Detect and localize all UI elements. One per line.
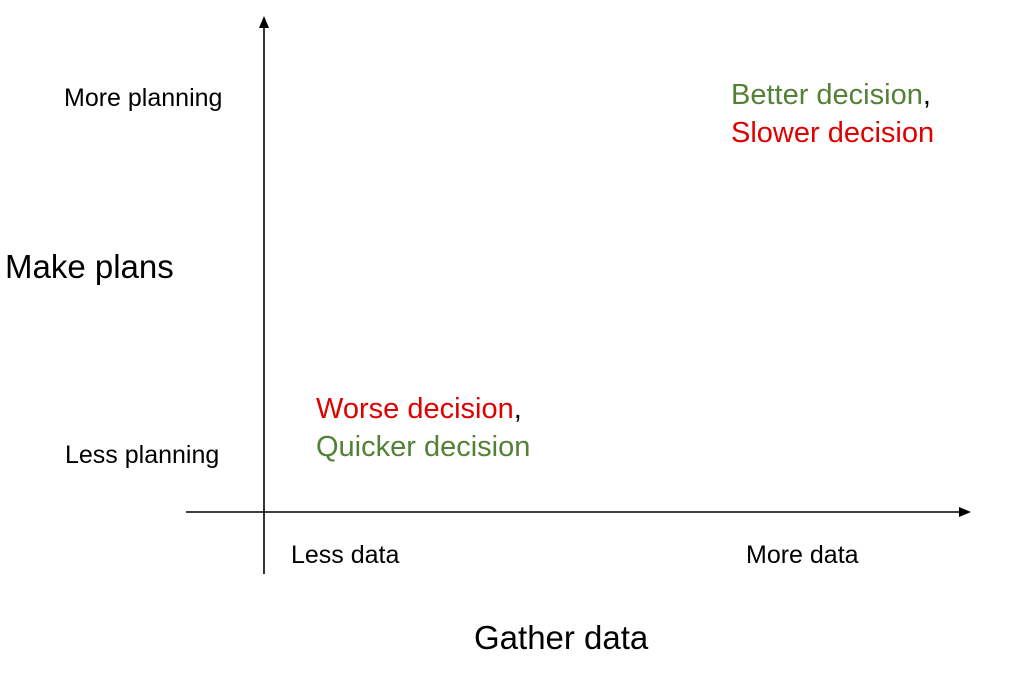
y-axis-title: Make plans <box>5 248 174 285</box>
slower-decision-text: Slower decision <box>731 117 935 149</box>
y-low-label: Less planning <box>65 441 220 469</box>
top-right-line-1: Better decision, <box>731 76 934 114</box>
bottom-left-line-1: Worse decision, <box>316 390 530 428</box>
x-axis-title: Gather data <box>474 619 649 656</box>
bottom-left-quadrant-note: Worse decision, Quicker decision <box>316 390 530 466</box>
x-axis-arrow-icon <box>959 507 971 517</box>
x-high-label: More data <box>746 541 859 569</box>
top-right-quadrant-note: Better decision, Slower decision <box>731 76 934 152</box>
better-decision-text: Better decision <box>731 79 923 111</box>
y-high-label: More planning <box>64 84 223 112</box>
top-right-line-2: Slower decision <box>731 114 934 152</box>
separator-comma: , <box>922 79 931 111</box>
bottom-left-line-2: Quicker decision <box>316 428 530 466</box>
quicker-decision-text: Quicker decision <box>316 431 531 463</box>
x-low-label: Less data <box>291 541 400 569</box>
y-axis-arrow-icon <box>259 16 269 28</box>
separator-comma: , <box>513 393 522 425</box>
worse-decision-text: Worse decision <box>316 393 514 425</box>
